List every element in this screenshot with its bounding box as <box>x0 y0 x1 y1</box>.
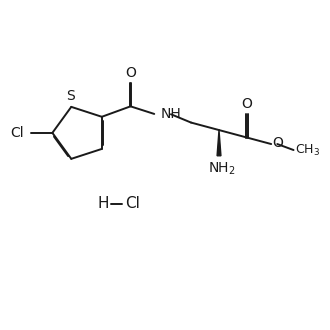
Text: H: H <box>97 196 109 211</box>
Text: Cl: Cl <box>125 196 140 211</box>
Polygon shape <box>217 130 221 156</box>
Text: Cl: Cl <box>10 126 23 140</box>
Text: O: O <box>125 66 136 80</box>
Text: CH$_3$: CH$_3$ <box>295 143 320 158</box>
Text: S: S <box>66 89 75 103</box>
Text: NH$_2$: NH$_2$ <box>208 161 235 177</box>
Text: O: O <box>242 97 252 111</box>
Text: NH: NH <box>161 107 182 121</box>
Text: O: O <box>272 136 283 150</box>
